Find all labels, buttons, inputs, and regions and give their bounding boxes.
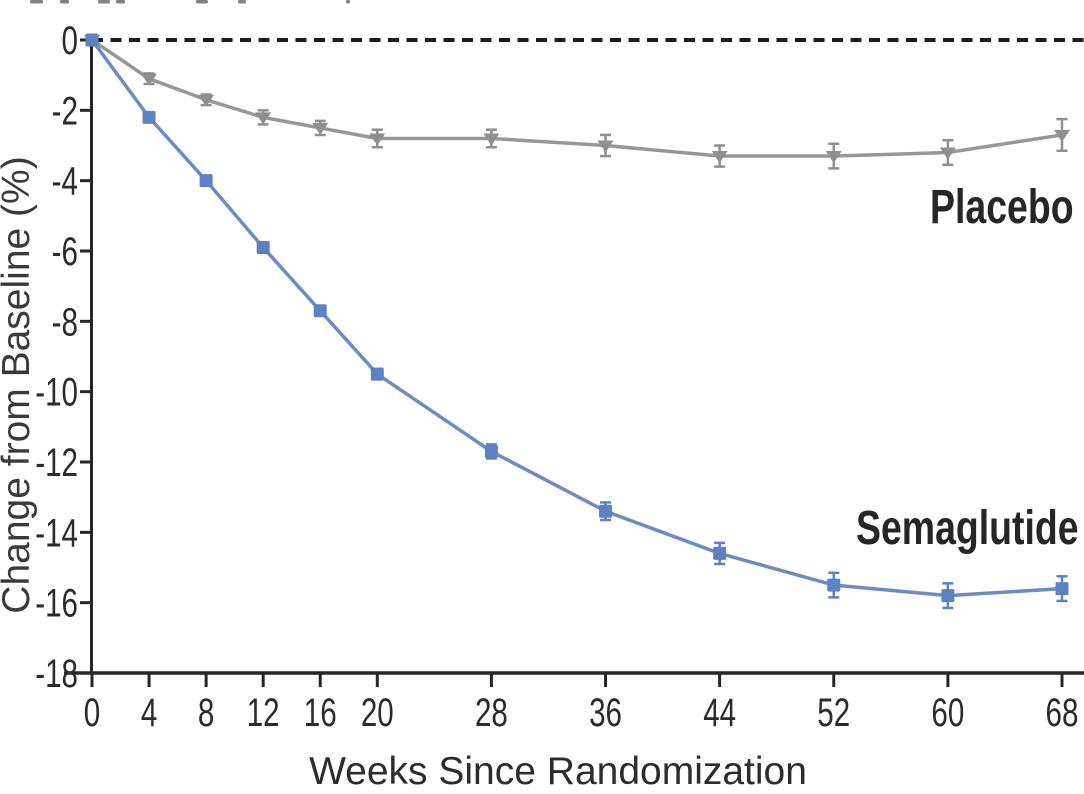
- cropped-text-remnant: [196, 0, 208, 4]
- semaglutide-marker-week-28: [484, 444, 498, 458]
- semaglutide-marker-week-12: [256, 240, 270, 254]
- placebo-marker-week-4: [141, 73, 158, 86]
- x-tick-label: 20: [361, 691, 394, 735]
- placebo-marker-week-12: [255, 112, 272, 125]
- x-tick-label: 4: [141, 691, 157, 735]
- x-tick-label: 60: [931, 691, 964, 735]
- y-tick-label: -16: [35, 581, 78, 625]
- x-tick-label: 68: [1046, 691, 1079, 735]
- y-tick-label: -6: [52, 230, 78, 274]
- semaglutide-marker-week-20: [370, 367, 384, 381]
- y-tick-label: -10: [35, 370, 78, 414]
- placebo-marker-week-52: [825, 151, 842, 164]
- y-tick-label: -8: [52, 300, 78, 344]
- x-tick-label: 52: [817, 691, 850, 735]
- x-axis-title: Weeks Since Randomization: [309, 750, 807, 793]
- placebo-marker-week-60: [939, 147, 956, 160]
- cropped-text-remnant: [346, 0, 350, 4]
- y-tick-label: -12: [35, 441, 78, 485]
- cropped-text-remnant: [60, 0, 69, 4]
- semaglutide-marker-week-44: [713, 546, 727, 560]
- semaglutide-marker-week-8: [199, 174, 213, 188]
- semaglutide-marker-week-60: [941, 589, 955, 603]
- y-axis-title: Change from Baseline (%): [0, 156, 38, 614]
- placebo-marker-week-68: [1053, 129, 1070, 142]
- semaglutide-marker-week-4: [142, 110, 156, 124]
- placebo-marker-week-20: [369, 133, 386, 146]
- placebo-line: [90, 38, 1064, 158]
- x-tick-label: 12: [247, 691, 280, 735]
- y-tick-label: 0: [62, 19, 78, 63]
- x-tick-label: 36: [589, 691, 622, 735]
- semaglutide-marker-week-52: [827, 578, 841, 592]
- x-tick-label: 0: [84, 691, 100, 735]
- placebo-marker-week-28: [483, 133, 500, 146]
- semaglutide-marker-week-0: [85, 33, 99, 47]
- x-tick-label: 16: [304, 691, 337, 735]
- semaglutide-marker-week-36: [599, 504, 613, 518]
- semaglutide-marker-week-68: [1055, 582, 1069, 596]
- y-tick-label: -18: [35, 652, 78, 696]
- cropped-text-remnant: [30, 0, 43, 4]
- y-tick-label: -2: [52, 89, 78, 133]
- x-tick-label: 44: [703, 691, 736, 735]
- placebo-marker-week-44: [711, 151, 728, 164]
- x-tick-label: 28: [475, 691, 508, 735]
- placebo-marker-week-16: [312, 122, 329, 135]
- cropped-text-remnant: [98, 0, 110, 4]
- placebo-series-label: Placebo: [930, 181, 1074, 234]
- y-tick-label: -4: [52, 159, 78, 203]
- cropped-text-remnant: [116, 0, 125, 4]
- cropped-text-remnant: [238, 0, 246, 4]
- semaglutide-marker-week-16: [313, 304, 327, 318]
- x-tick-label: 8: [198, 691, 214, 735]
- y-tick-label: -14: [35, 511, 78, 555]
- semaglutide-line: [90, 38, 1064, 598]
- semaglutide-series-label: Semaglutide: [856, 502, 1079, 555]
- placebo-marker-week-8: [198, 94, 215, 107]
- placebo-marker-week-36: [597, 140, 614, 153]
